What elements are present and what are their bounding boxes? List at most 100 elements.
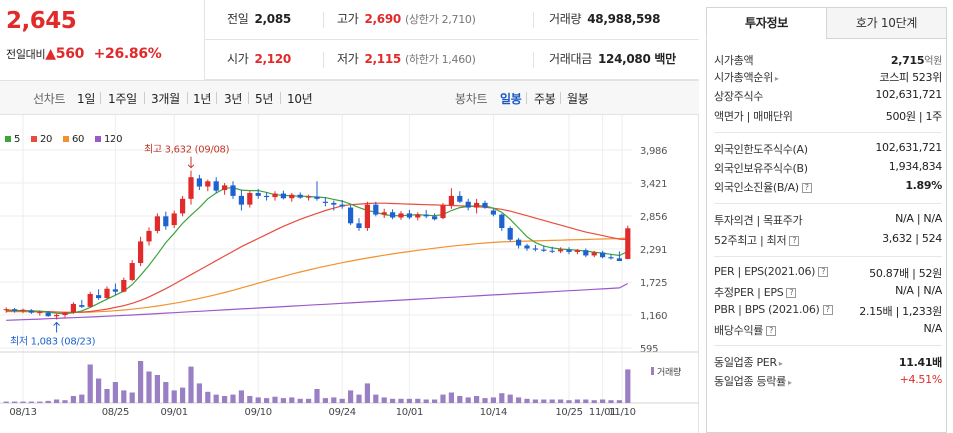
volume-bar bbox=[112, 382, 119, 403]
market-cap-value: 2,715 bbox=[890, 54, 925, 67]
chevron-right-icon[interactable]: ▸ bbox=[778, 359, 783, 368]
volume-bar bbox=[583, 399, 589, 403]
help-icon[interactable]: ? bbox=[786, 288, 797, 298]
y-tick-label: 3,421 bbox=[640, 179, 667, 190]
row-est-per: 추정PER | EPS? N/A | N/A bbox=[714, 284, 942, 300]
candle-body bbox=[406, 213, 413, 218]
candle-monthly[interactable]: 월봉 bbox=[567, 92, 589, 106]
help-icon[interactable]: ? bbox=[822, 305, 833, 315]
est-per-label: 추정PER | EPS bbox=[714, 286, 784, 299]
volume-bar bbox=[398, 398, 404, 403]
volume-bar bbox=[289, 397, 295, 403]
period-1w[interactable]: 1주일 bbox=[108, 92, 137, 106]
per-value: 50.87배 | 52원 bbox=[869, 267, 942, 280]
volume-bar bbox=[79, 394, 85, 403]
candle-body bbox=[95, 295, 102, 299]
cap-rank-label: 시가총액순위 bbox=[714, 71, 773, 84]
quote-row-2: 시가 2,120 저가 2,115 (하한가 1,460) 거래대금 124,080 백… bbox=[205, 40, 699, 80]
volume-bar bbox=[440, 394, 446, 403]
volume-bar bbox=[549, 399, 555, 403]
candle-body bbox=[515, 239, 522, 246]
volume-bar bbox=[171, 390, 177, 403]
candle-weekly[interactable]: 주봉 bbox=[534, 92, 556, 106]
candle-body bbox=[28, 310, 35, 313]
help-icon[interactable]: ? bbox=[789, 236, 800, 246]
candle-chart-label[interactable]: 봉차트 bbox=[455, 92, 488, 106]
candle-body bbox=[146, 230, 152, 242]
pbr-value: 2.15배 | 1,233원 bbox=[859, 305, 942, 318]
period-1d[interactable]: 1일 bbox=[77, 92, 96, 106]
candlestick-chart[interactable]: 3,986 3,421 2,856 2,291 1,725 1,160 595 08/13 08… bbox=[0, 115, 699, 433]
min-arrow-icon bbox=[53, 321, 60, 333]
quote-open: 시가 2,120 bbox=[227, 40, 291, 80]
volume-bar bbox=[62, 400, 68, 403]
candle-body bbox=[20, 309, 26, 311]
candle-body bbox=[591, 252, 597, 256]
volume-bar bbox=[364, 383, 371, 403]
quote-low-label: 저가 bbox=[337, 52, 359, 66]
candle-body bbox=[247, 192, 253, 205]
line-chart-label[interactable]: 선차트 bbox=[33, 92, 66, 106]
per-label: PER | EPS(2021.06) bbox=[714, 265, 816, 278]
pbr-label: PBR | BPS (2021.06) bbox=[714, 303, 820, 316]
help-icon[interactable]: ? bbox=[801, 183, 812, 193]
x-tick-label: 10/25 bbox=[555, 407, 582, 418]
volume-bar bbox=[87, 364, 93, 403]
period-1y[interactable]: 1년 bbox=[193, 92, 212, 106]
period-10y[interactable]: 10년 bbox=[287, 92, 313, 106]
legend-ma20-label: 20 bbox=[39, 134, 53, 145]
x-tick-label: 09/10 bbox=[245, 407, 272, 418]
candle-body bbox=[196, 178, 203, 187]
candle-body bbox=[179, 198, 186, 214]
period-3m[interactable]: 3개월 bbox=[151, 92, 180, 106]
market-cap-label: 시가총액 bbox=[714, 54, 754, 67]
volume-bar bbox=[255, 397, 261, 403]
change-label: 전일대비 bbox=[6, 48, 46, 61]
period-3y[interactable]: 3년 bbox=[224, 92, 243, 106]
volume-bar bbox=[381, 397, 387, 403]
period-5y[interactable]: 5년 bbox=[255, 92, 274, 106]
volume-bar bbox=[163, 382, 169, 403]
candle-body bbox=[314, 196, 320, 199]
row-52week: 52주최고 | 최저? 3,632 | 524 bbox=[714, 232, 942, 248]
max-arrow-icon bbox=[187, 156, 195, 169]
candle-daily[interactable]: 일봉 bbox=[500, 92, 522, 106]
help-icon[interactable]: ? bbox=[766, 326, 777, 336]
ma-line-120 bbox=[6, 282, 629, 321]
ma-line-5 bbox=[6, 187, 629, 315]
investment-info-panel: 투자정보 호가 10단계 시가총액 2,715억원 시가총액순위 ▸ 코스피 523위… bbox=[706, 7, 953, 433]
volume-bar bbox=[305, 398, 312, 403]
quote-prev-value: 2,085 bbox=[254, 12, 291, 26]
candle-body bbox=[431, 216, 438, 220]
dividend-label: 배당수익률 bbox=[714, 324, 764, 337]
volume-bar bbox=[574, 399, 581, 403]
candle-body bbox=[457, 195, 463, 202]
volume-bar bbox=[137, 361, 144, 403]
volume-bar bbox=[373, 394, 379, 403]
quote-low: 저가 2,115 (하한가 1,460) bbox=[337, 40, 476, 80]
candle-body bbox=[87, 293, 93, 307]
volume-bar bbox=[188, 366, 194, 403]
candle-body bbox=[213, 181, 219, 191]
x-tick-label: 08/13 bbox=[9, 407, 36, 418]
help-icon[interactable]: ? bbox=[818, 267, 829, 277]
tab-investment-info[interactable]: 투자정보 bbox=[706, 7, 827, 39]
volume-bar bbox=[431, 399, 438, 403]
row-industry-change: 동일업종 등락률 ▸ +4.51% bbox=[714, 373, 942, 389]
chevron-right-icon[interactable]: ▸ bbox=[787, 378, 792, 387]
legend-ma60-swatch bbox=[62, 136, 69, 142]
candle-body bbox=[574, 250, 581, 252]
ma-line-20 bbox=[6, 202, 628, 314]
tab-orderbook[interactable]: 호가 10단계 bbox=[826, 7, 947, 39]
candle-body bbox=[541, 249, 547, 251]
volume-bar bbox=[347, 390, 354, 403]
x-tick-label: 11/10 bbox=[608, 407, 635, 418]
industry-per-label: 동일업종 PER bbox=[714, 356, 777, 369]
quote-lower-limit: (하한가 1,460) bbox=[404, 53, 476, 66]
row-dividend: 배당수익률? N/A bbox=[714, 322, 942, 338]
candle-body bbox=[549, 250, 555, 252]
candle-body bbox=[322, 201, 329, 203]
volume-bar bbox=[507, 394, 513, 403]
legend-ma20-swatch bbox=[30, 136, 37, 142]
chevron-right-icon[interactable]: ▸ bbox=[774, 74, 779, 83]
